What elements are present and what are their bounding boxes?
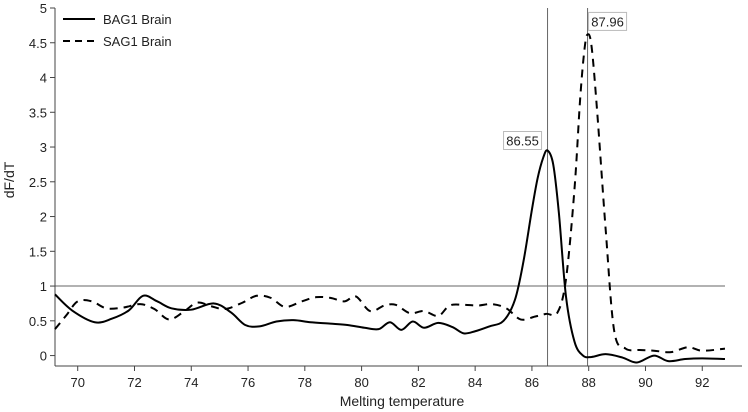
x-tick-label: 70 [70,375,84,390]
y-tick-label: 1.5 [29,244,47,259]
peak-label: 86.55 [506,134,539,149]
series-layer [54,33,726,364]
y-tick-label: 5 [40,1,47,16]
y-tick-label: 4 [40,71,47,86]
legend-label-bag1: BAG1 Brain [103,12,172,27]
x-tick-label: 74 [184,375,198,390]
x-tick-label: 82 [411,375,425,390]
y-tick-label: 4.5 [29,36,47,51]
y-tick-label: 3.5 [29,105,47,120]
annotation-layer: 86.55 87.96 [503,11,628,151]
x-tick-label: 90 [638,375,652,390]
legend-label-sag1: SAG1 Brain [103,34,172,49]
x-tick-label: 86 [525,375,539,390]
x-tick-label: 78 [298,375,312,390]
y-tick-label: 0.5 [29,314,47,329]
series-line-bag1 [54,149,726,364]
grid-layer [55,8,725,366]
y-tick-label: 1 [40,279,47,294]
y-tick-label: 0 [40,349,47,364]
y-axis-title: dF/dT [1,161,17,198]
axes-layer: 70 72 74 76 78 80 82 84 86 88 90 92 0 0.5 1 1.5 2 2.5 3 3.5… [29,1,742,390]
x-tick-label: 80 [354,375,368,390]
x-tick-label: 84 [468,375,482,390]
peak-label-box [588,11,628,31]
series-line-sag1 [54,33,726,354]
legend: BAG1 Brain SAG1 Brain [63,12,172,49]
peak-label-box [503,131,543,151]
y-tick-label: 2.5 [29,175,47,190]
x-tick-label: 72 [127,375,141,390]
x-tick-label: 88 [581,375,595,390]
x-tick-label: 76 [241,375,255,390]
x-tick-label: 92 [695,375,709,390]
x-axis-title: Melting temperature [340,393,465,409]
y-tick-label: 3 [40,140,47,155]
y-tick-label: 2 [40,210,47,225]
peak-label: 87.96 [591,14,624,29]
